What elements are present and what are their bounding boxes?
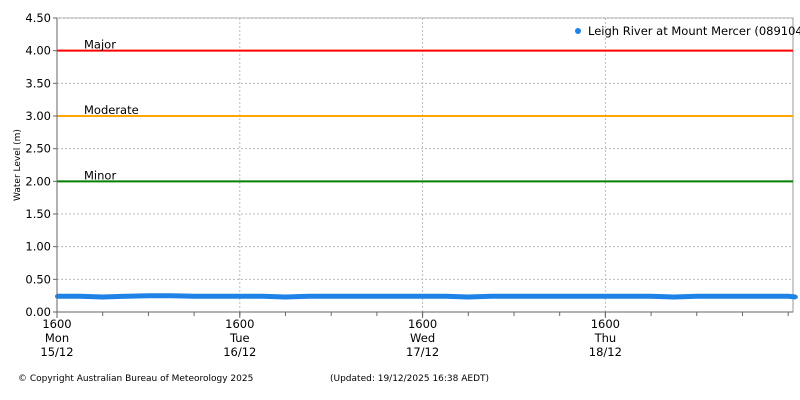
- data-point: [534, 294, 539, 299]
- data-point: [649, 294, 654, 299]
- x-tick-label-day: Tue: [229, 331, 250, 345]
- water-level-chart: Major Moderate Minor 0.00 0.50 1.00 1.50 2.00 2…: [13, 11, 800, 359]
- legend: Leigh River at Mount Mercer (089104): [575, 24, 800, 38]
- threshold-label-major: Major: [84, 38, 116, 52]
- x-tick-label-day: Mon: [45, 331, 69, 345]
- y-tick-label: 3.50: [25, 76, 51, 90]
- data-point: [557, 294, 562, 299]
- x-tick-label-day: Thu: [594, 331, 617, 345]
- y-axis-label: Water Level (m): [13, 129, 23, 201]
- y-tick-label: 0.50: [25, 272, 51, 286]
- y-tick-label: 0.00: [25, 305, 51, 319]
- data-point: [283, 294, 288, 299]
- data-point: [374, 294, 379, 299]
- data-point: [260, 294, 265, 299]
- data-point: [146, 293, 151, 298]
- x-tick-label-date: 17/12: [406, 345, 439, 359]
- data-point: [740, 294, 745, 299]
- data-point: [511, 294, 516, 299]
- data-point: [192, 294, 197, 299]
- data-point: [626, 294, 631, 299]
- data-point: [306, 294, 311, 299]
- x-tick-label-date: 15/12: [40, 345, 73, 359]
- series-line: [57, 293, 797, 300]
- data-point: [786, 294, 791, 299]
- data-point: [214, 294, 219, 299]
- data-point: [489, 294, 494, 299]
- threshold-label-minor: Minor: [84, 168, 116, 182]
- x-tick-label-time: 1600: [225, 317, 254, 331]
- data-point: [420, 294, 425, 299]
- copyright-text: © Copyright Australian Bureau of Meteoro…: [18, 374, 254, 384]
- x-tick-label-time: 1600: [408, 317, 437, 331]
- data-point: [397, 294, 402, 299]
- data-point: [694, 294, 699, 299]
- data-point: [237, 294, 242, 299]
- y-tick-label: 2.50: [25, 142, 51, 156]
- data-point: [443, 294, 448, 299]
- x-tick-label-day: Wed: [410, 331, 435, 345]
- x-tick-label-date: 18/12: [589, 345, 622, 359]
- x-tick-label-time: 1600: [42, 317, 71, 331]
- y-tick-label: 2.00: [25, 174, 51, 188]
- legend-label: Leigh River at Mount Mercer (089104): [588, 24, 800, 38]
- plot-border: [56, 17, 794, 313]
- data-point: [352, 294, 357, 299]
- updated-text: (Updated: 19/12/2025 16:38 AEDT): [330, 374, 490, 384]
- data-point: [580, 294, 585, 299]
- data-point: [603, 294, 608, 299]
- y-tick-label: 3.00: [25, 109, 51, 123]
- data-point: [763, 294, 768, 299]
- data-point: [671, 294, 676, 299]
- y-tick-label: 4.00: [25, 44, 51, 58]
- threshold-label-moderate: Moderate: [84, 103, 139, 117]
- data-point: [329, 294, 334, 299]
- data-point: [169, 293, 174, 298]
- data-point: [717, 294, 722, 299]
- x-tick-label-time: 1600: [591, 317, 620, 331]
- y-tick-label: 1.50: [25, 207, 51, 221]
- x-tick-label-date: 16/12: [223, 345, 256, 359]
- legend-marker: [575, 28, 581, 34]
- data-point: [100, 294, 105, 299]
- y-tick-label: 1.00: [25, 240, 51, 254]
- y-tick-label: 4.50: [25, 11, 51, 25]
- data-point: [793, 294, 798, 299]
- data-point: [123, 294, 128, 299]
- data-point: [466, 294, 471, 299]
- data-point: [77, 294, 82, 299]
